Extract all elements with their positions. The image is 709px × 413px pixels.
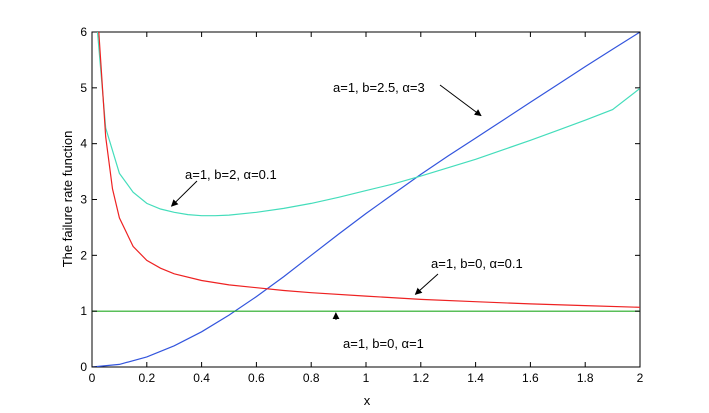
annotations: a=1, b=2.5, α=3 a=1, b=2, α=0.1 a=1, b=0, … [170, 80, 523, 351]
x-tick-label: 1.6 [522, 371, 539, 385]
annotation-arrow-1 [439, 84, 482, 117]
y-tick-label: 3 [80, 193, 87, 207]
x-tick-label: 0.4 [193, 371, 210, 385]
annotation-label-3: a=1, b=0, α=0.1 [431, 256, 523, 271]
x-tick-label: 2 [637, 371, 644, 385]
series-lines [92, 32, 640, 367]
x-tick-label: 1.8 [577, 371, 594, 385]
y-tick-label: 6 [80, 25, 87, 39]
annotation-label-2: a=1, b=2, α=0.1 [185, 167, 277, 182]
x-tick-label: 1 [363, 371, 370, 385]
annotation-arrow-2 [170, 180, 198, 207]
annotation-label-1: a=1, b=2.5, α=3 [333, 80, 425, 95]
series-line-3 [98, 32, 640, 308]
annotation-label-4: a=1, b=0, α=1 [343, 336, 424, 351]
x-tick-label: 1.2 [412, 371, 429, 385]
x-tick-label: 1.4 [467, 371, 484, 385]
y-tick-label: 2 [80, 248, 87, 262]
series-line-2 [96, 32, 640, 217]
annotation-arrow-3 [414, 273, 439, 295]
y-tick-label: 4 [80, 137, 87, 151]
x-tick-label: 0.6 [248, 371, 265, 385]
axis-ticks: 0 0.2 0.4 0.6 0.8 1 1.2 1.4 1.6 1.8 2 0 1 2 3 4 5 6 [80, 25, 643, 385]
x-axis-label: x [364, 393, 371, 408]
x-tick-label: 0 [89, 371, 96, 385]
y-tick-label: 5 [80, 81, 87, 95]
series-line-1 [92, 32, 640, 367]
y-tick-label: 0 [80, 360, 87, 374]
x-tick-label: 0.2 [138, 371, 155, 385]
y-tick-label: 1 [80, 304, 87, 318]
x-tick-label: 0.8 [303, 371, 320, 385]
y-axis-label: The failure rate function [60, 131, 75, 268]
